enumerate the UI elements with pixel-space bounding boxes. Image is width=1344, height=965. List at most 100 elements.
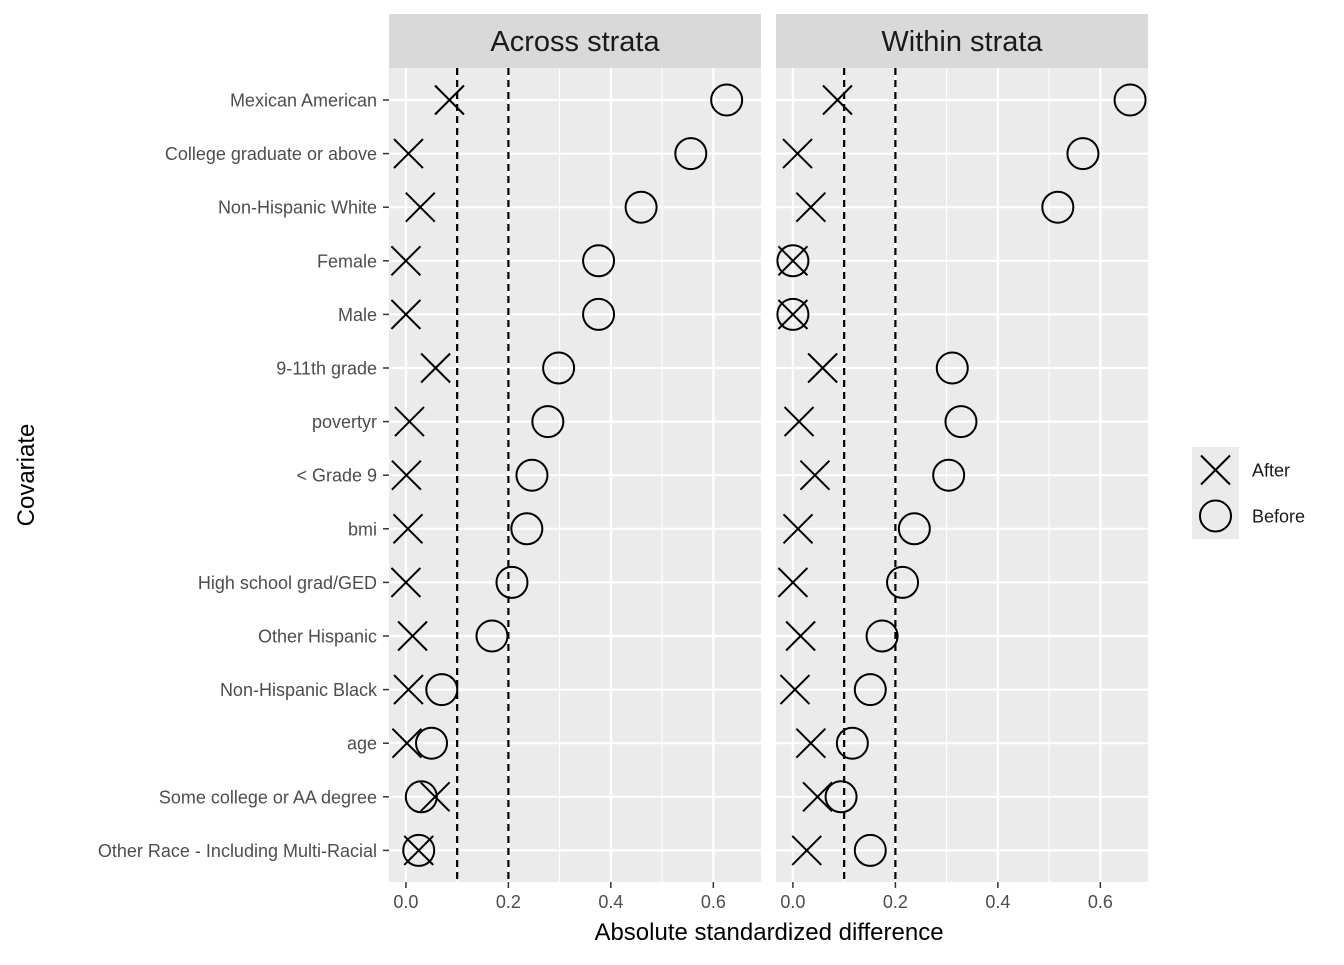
point-before-some-college-or-aa-degree — [404, 780, 438, 814]
point-before-povertyr — [531, 405, 565, 439]
legend-item-before: Before — [1192, 493, 1305, 539]
point-before-grade-9 — [932, 458, 966, 492]
y-tick-label-female: Female — [317, 251, 377, 271]
y-tick-label-high-school-grad-ged: High school grad/GED — [198, 573, 377, 593]
panel-title: Within strata — [881, 26, 1043, 58]
point-before-bmi — [897, 512, 931, 546]
x-stroke — [802, 781, 833, 813]
point-before-non-hispanic-black — [853, 673, 887, 707]
x-stroke — [393, 138, 424, 169]
point-after-female — [777, 245, 809, 277]
x-stroke — [795, 191, 827, 223]
x-tick-label: 0.6 — [701, 892, 726, 912]
y-axis-labels: Mexican American College graduate or abov… — [98, 91, 389, 861]
point-before-male — [582, 297, 616, 331]
x-stroke — [782, 513, 814, 545]
legend-x-stroke — [1200, 454, 1231, 486]
point-after-non-hispanic-black — [393, 674, 424, 705]
x-stroke — [397, 620, 428, 652]
x-stroke — [434, 84, 465, 116]
point-after-povertyr — [783, 406, 815, 437]
y-tick-label-non-hispanic-black: Non-Hispanic Black — [220, 680, 378, 700]
x-stroke — [777, 299, 809, 330]
x-stroke — [785, 620, 816, 652]
point-after-grade-9 — [799, 459, 831, 491]
x-stroke — [795, 727, 827, 759]
legend-label: After — [1252, 461, 1290, 481]
y-tick-label-povertyr: povertyr — [312, 412, 377, 432]
x-stroke — [391, 727, 423, 759]
point-after-high-school-grad-ged — [390, 567, 422, 598]
panel-title: Across strata — [490, 26, 660, 58]
x-stroke — [390, 245, 422, 277]
point-before-college-graduate-or-above — [1066, 137, 1100, 171]
y-tick-label-mexican-american: Mexican American — [230, 91, 377, 111]
x-stroke — [791, 835, 822, 866]
x-tick-label: 0.4 — [985, 892, 1010, 912]
y-tick-label-non-hispanic-white: Non-Hispanic White — [218, 198, 377, 218]
point-after-some-college-or-aa-degree — [419, 781, 451, 813]
point-before-age — [835, 726, 869, 760]
point-after-bmi — [782, 513, 814, 545]
point-before-high-school-grad-ged — [886, 565, 920, 599]
legend-item-after: After — [1192, 447, 1290, 493]
point-after-female — [390, 245, 422, 277]
point-after-college-graduate-or-above — [782, 138, 813, 169]
point-after-age — [391, 727, 423, 759]
x-stroke — [391, 459, 422, 491]
x-tick-label: 0.0 — [393, 892, 418, 912]
point-after-some-college-or-aa-degree — [802, 781, 833, 813]
panel-strip — [776, 14, 1148, 68]
y-tick-label-other-race-including-multi-racial: Other Race - Including Multi-Racial — [98, 841, 377, 861]
point-after-college-graduate-or-above — [393, 138, 424, 169]
point-before-male — [776, 297, 810, 331]
y-tick-label-bmi: bmi — [348, 519, 377, 539]
point-before-other-race-including-multi-racial — [402, 833, 436, 867]
legend-label: Before — [1252, 507, 1305, 527]
point-after-male — [777, 299, 809, 330]
x-stroke — [779, 674, 811, 705]
x-stroke — [420, 352, 451, 384]
x-stroke — [403, 835, 434, 866]
y-tick-label-college-graduate-or-above: College graduate or above — [165, 144, 377, 164]
x-axis-title: Absolute standardized difference — [594, 919, 943, 946]
point-after-povertyr — [394, 406, 425, 437]
point-before-female — [582, 244, 616, 278]
x-stroke — [783, 406, 815, 437]
point-after-other-race-including-multi-racial — [791, 835, 822, 866]
point-before-bmi — [510, 512, 544, 546]
x-tick-label: 0.6 — [1088, 892, 1113, 912]
y-tick-label-male: Male — [338, 305, 377, 325]
panel-strip — [389, 14, 761, 68]
point-after-male — [390, 299, 422, 330]
point-before-9-11th-grade — [542, 351, 576, 385]
point-after-non-hispanic-white — [795, 191, 827, 223]
point-before-non-hispanic-white — [624, 190, 658, 224]
x-stroke — [807, 352, 838, 384]
x-stroke — [392, 513, 424, 545]
point-before-povertyr — [944, 405, 978, 439]
legend: After Before — [1192, 447, 1305, 539]
point-after-mexican-american — [822, 84, 853, 116]
y-tick-label-age: age — [347, 734, 377, 754]
x-stroke — [777, 245, 809, 277]
x-stroke — [782, 138, 813, 169]
x-stroke — [799, 459, 831, 491]
point-after-bmi — [392, 513, 424, 545]
point-before-female — [776, 244, 810, 278]
point-before-non-hispanic-white — [1041, 190, 1075, 224]
x-stroke — [394, 406, 425, 437]
point-before-college-graduate-or-above — [674, 137, 708, 171]
point-after-9-11th-grade — [807, 352, 838, 384]
point-before-age — [415, 726, 449, 760]
point-after-high-school-grad-ged — [777, 567, 809, 598]
point-before-some-college-or-aa-degree — [824, 780, 858, 814]
point-after-age — [795, 727, 827, 759]
y-tick-label-9-11th-grade: 9-11th grade — [276, 359, 377, 379]
point-before-other-race-including-multi-racial — [853, 833, 887, 867]
x-tick-label: 0.2 — [496, 892, 521, 912]
point-before-non-hispanic-black — [425, 673, 459, 707]
x-stroke — [405, 191, 436, 223]
